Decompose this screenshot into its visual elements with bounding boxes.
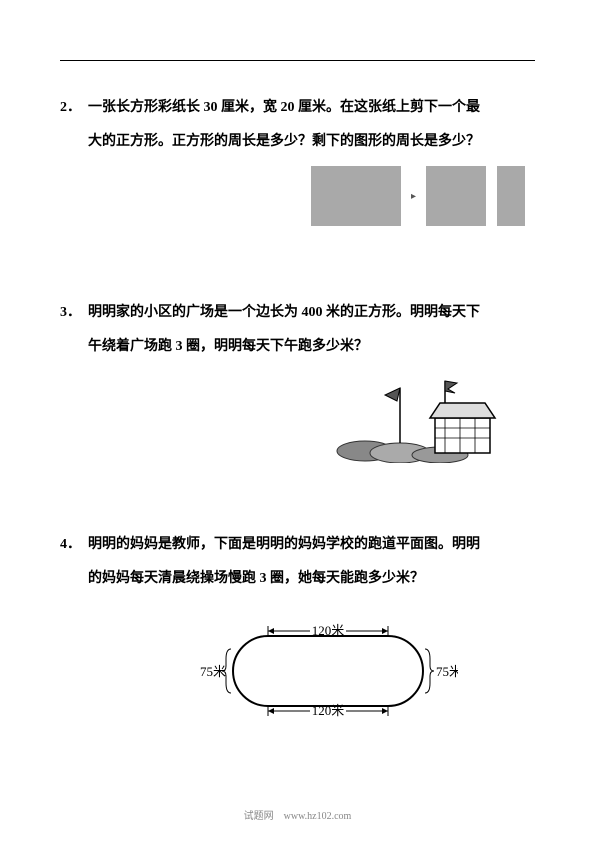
question-2: 2．一张长方形彩纸长 30 厘米，宽 20 厘米。在这张纸上剪下一个最 大的正方… xyxy=(60,91,535,226)
header-rule xyxy=(60,60,535,61)
q2-number: 2． xyxy=(60,91,88,125)
question-3: 3．明明家的小区的广场是一个边长为 400 米的正方形。明明每天下 午绕着广场跑… xyxy=(60,296,535,468)
q2-line2: 大的正方形。正方形的周长是多少？剩下的图形的周长是多少？ xyxy=(60,125,535,159)
q4-number: 4． xyxy=(60,528,88,562)
track-right-label: 75米 xyxy=(436,664,458,679)
q2-text: 2．一张长方形彩纸长 30 厘米，宽 20 厘米。在这张纸上剪下一个最 大的正方… xyxy=(60,91,535,158)
track-top-label: 120米 xyxy=(311,623,344,638)
footer-text: 试题网 www.hz102.com xyxy=(0,807,595,822)
track-bottom-label: 120米 xyxy=(311,703,344,718)
house-icon xyxy=(335,373,505,463)
q4-line2: 的妈妈每天清晨绕操场慢跑 3 圈，她每天能跑多少米？ xyxy=(60,562,535,596)
q3-text: 3．明明家的小区的广场是一个边长为 400 米的正方形。明明每天下 午绕着广场跑… xyxy=(60,296,535,363)
q3-illustration xyxy=(60,373,535,468)
q4-line1: 明明的妈妈是教师，下面是明明的妈妈学校的跑道平面图。明明 xyxy=(88,537,480,552)
q4-text: 4．明明的妈妈是教师，下面是明明的妈妈学校的跑道平面图。明明 的妈妈每天清晨绕操… xyxy=(60,528,535,595)
track-icon: 120米 120米 75米 75米 xyxy=(198,611,458,721)
q2-shapes: ▸ xyxy=(60,166,535,226)
square-cut xyxy=(426,166,486,226)
track-left-label: 75米 xyxy=(200,664,226,679)
q2-line1: 一张长方形彩纸长 30 厘米，宽 20 厘米。在这张纸上剪下一个最 xyxy=(88,100,480,115)
q3-line2: 午绕着广场跑 3 圈，明明每天下午跑多少米？ xyxy=(60,330,535,364)
arrow-icon: ▸ xyxy=(411,191,416,202)
rectangle-full xyxy=(311,166,401,226)
q3-number: 3． xyxy=(60,296,88,330)
q4-track-diagram: 120米 120米 75米 75米 xyxy=(60,611,535,726)
rectangle-remain xyxy=(497,166,525,226)
question-4: 4．明明的妈妈是教师，下面是明明的妈妈学校的跑道平面图。明明 的妈妈每天清晨绕操… xyxy=(60,528,535,725)
q3-line1: 明明家的小区的广场是一个边长为 400 米的正方形。明明每天下 xyxy=(88,305,480,320)
